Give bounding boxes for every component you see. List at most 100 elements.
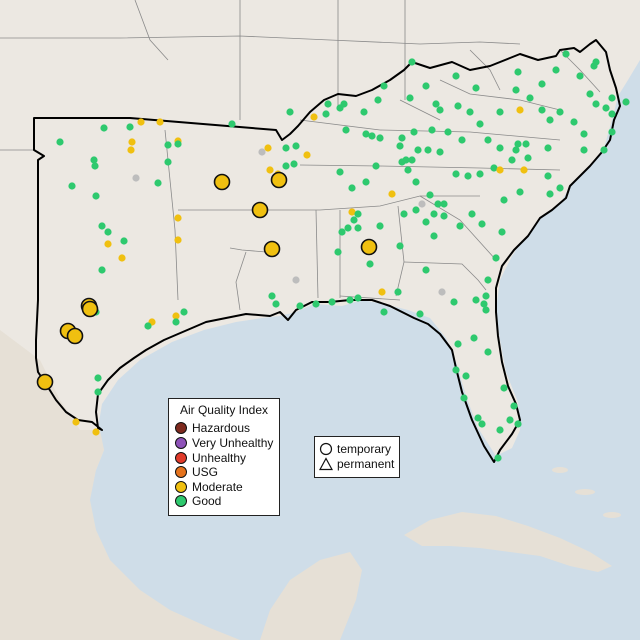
temporary-monitor-marker[interactable]	[66, 327, 84, 345]
station-marker[interactable]	[72, 418, 80, 426]
station-marker[interactable]	[100, 124, 108, 132]
station-marker[interactable]	[576, 72, 584, 80]
station-marker[interactable]	[310, 113, 318, 121]
station-marker[interactable]	[366, 260, 374, 268]
station-marker[interactable]	[282, 144, 290, 152]
station-marker[interactable]	[494, 454, 502, 462]
station-marker[interactable]	[466, 108, 474, 116]
station-marker[interactable]	[346, 296, 354, 304]
station-marker[interactable]	[522, 140, 530, 148]
station-marker[interactable]	[296, 302, 304, 310]
station-marker[interactable]	[498, 228, 506, 236]
station-marker[interactable]	[556, 184, 564, 192]
temporary-monitor-marker[interactable]	[81, 300, 99, 318]
station-marker[interactable]	[416, 310, 424, 318]
station-marker[interactable]	[464, 172, 472, 180]
station-marker[interactable]	[414, 146, 422, 154]
station-marker[interactable]	[408, 156, 416, 164]
station-marker[interactable]	[154, 179, 162, 187]
station-marker[interactable]	[452, 170, 460, 178]
station-marker[interactable]	[396, 242, 404, 250]
station-marker[interactable]	[98, 266, 106, 274]
station-marker[interactable]	[398, 134, 406, 142]
station-marker[interactable]	[430, 210, 438, 218]
station-marker[interactable]	[510, 402, 518, 410]
station-marker[interactable]	[500, 196, 508, 204]
station-marker[interactable]	[592, 58, 600, 66]
station-marker[interactable]	[104, 240, 112, 248]
station-marker[interactable]	[474, 414, 482, 422]
station-marker[interactable]	[482, 292, 490, 300]
station-marker[interactable]	[480, 300, 488, 308]
station-marker[interactable]	[436, 148, 444, 156]
station-marker[interactable]	[608, 110, 616, 118]
station-marker[interactable]	[68, 182, 76, 190]
station-marker[interactable]	[418, 200, 426, 208]
station-marker[interactable]	[592, 100, 600, 108]
station-marker[interactable]	[478, 420, 486, 428]
station-marker[interactable]	[376, 222, 384, 230]
station-marker[interactable]	[538, 106, 546, 114]
station-marker[interactable]	[406, 94, 414, 102]
station-marker[interactable]	[374, 96, 382, 104]
station-marker[interactable]	[622, 98, 630, 106]
station-marker[interactable]	[98, 222, 106, 230]
station-marker[interactable]	[454, 340, 462, 348]
station-marker[interactable]	[322, 110, 330, 118]
station-marker[interactable]	[292, 276, 300, 284]
temporary-monitor-marker[interactable]	[263, 240, 281, 258]
station-marker[interactable]	[344, 224, 352, 232]
station-marker[interactable]	[562, 50, 570, 58]
station-marker[interactable]	[546, 190, 554, 198]
station-marker[interactable]	[514, 420, 522, 428]
station-marker[interactable]	[348, 208, 356, 216]
station-marker[interactable]	[440, 212, 448, 220]
station-marker[interactable]	[362, 178, 370, 186]
station-marker[interactable]	[512, 146, 520, 154]
station-marker[interactable]	[372, 162, 380, 170]
station-marker[interactable]	[174, 214, 182, 222]
station-marker[interactable]	[422, 266, 430, 274]
station-marker[interactable]	[338, 228, 346, 236]
station-marker[interactable]	[496, 144, 504, 152]
station-marker[interactable]	[444, 128, 452, 136]
station-marker[interactable]	[552, 66, 560, 74]
station-marker[interactable]	[92, 428, 100, 436]
station-marker[interactable]	[422, 218, 430, 226]
station-marker[interactable]	[336, 168, 344, 176]
station-marker[interactable]	[410, 128, 418, 136]
station-marker[interactable]	[492, 254, 500, 262]
station-marker[interactable]	[268, 292, 276, 300]
temporary-monitor-marker[interactable]	[36, 373, 54, 391]
station-marker[interactable]	[506, 416, 514, 424]
station-marker[interactable]	[586, 90, 594, 98]
station-marker[interactable]	[508, 156, 516, 164]
station-marker[interactable]	[516, 188, 524, 196]
station-marker[interactable]	[600, 146, 608, 154]
station-marker[interactable]	[324, 100, 332, 108]
station-marker[interactable]	[396, 142, 404, 150]
station-marker[interactable]	[478, 220, 486, 228]
station-marker[interactable]	[432, 100, 440, 108]
station-marker[interactable]	[408, 58, 416, 66]
station-marker[interactable]	[426, 191, 434, 199]
station-marker[interactable]	[172, 318, 180, 326]
station-marker[interactable]	[174, 236, 182, 244]
station-marker[interactable]	[164, 158, 172, 166]
station-marker[interactable]	[412, 206, 420, 214]
station-marker[interactable]	[524, 154, 532, 162]
station-marker[interactable]	[436, 106, 444, 114]
station-marker[interactable]	[380, 308, 388, 316]
station-marker[interactable]	[538, 80, 546, 88]
station-marker[interactable]	[404, 166, 412, 174]
station-marker[interactable]	[556, 108, 564, 116]
station-marker[interactable]	[126, 123, 134, 131]
station-marker[interactable]	[412, 178, 420, 186]
station-marker[interactable]	[164, 141, 172, 149]
station-marker[interactable]	[92, 192, 100, 200]
station-marker[interactable]	[468, 210, 476, 218]
station-marker[interactable]	[120, 237, 128, 245]
station-marker[interactable]	[496, 426, 504, 434]
station-marker[interactable]	[454, 102, 462, 110]
station-marker[interactable]	[434, 200, 442, 208]
